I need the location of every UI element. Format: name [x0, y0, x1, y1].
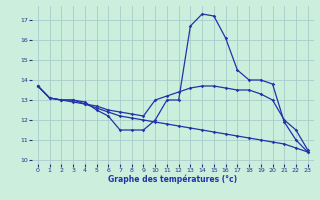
X-axis label: Graphe des températures (°c): Graphe des températures (°c) [108, 175, 237, 184]
